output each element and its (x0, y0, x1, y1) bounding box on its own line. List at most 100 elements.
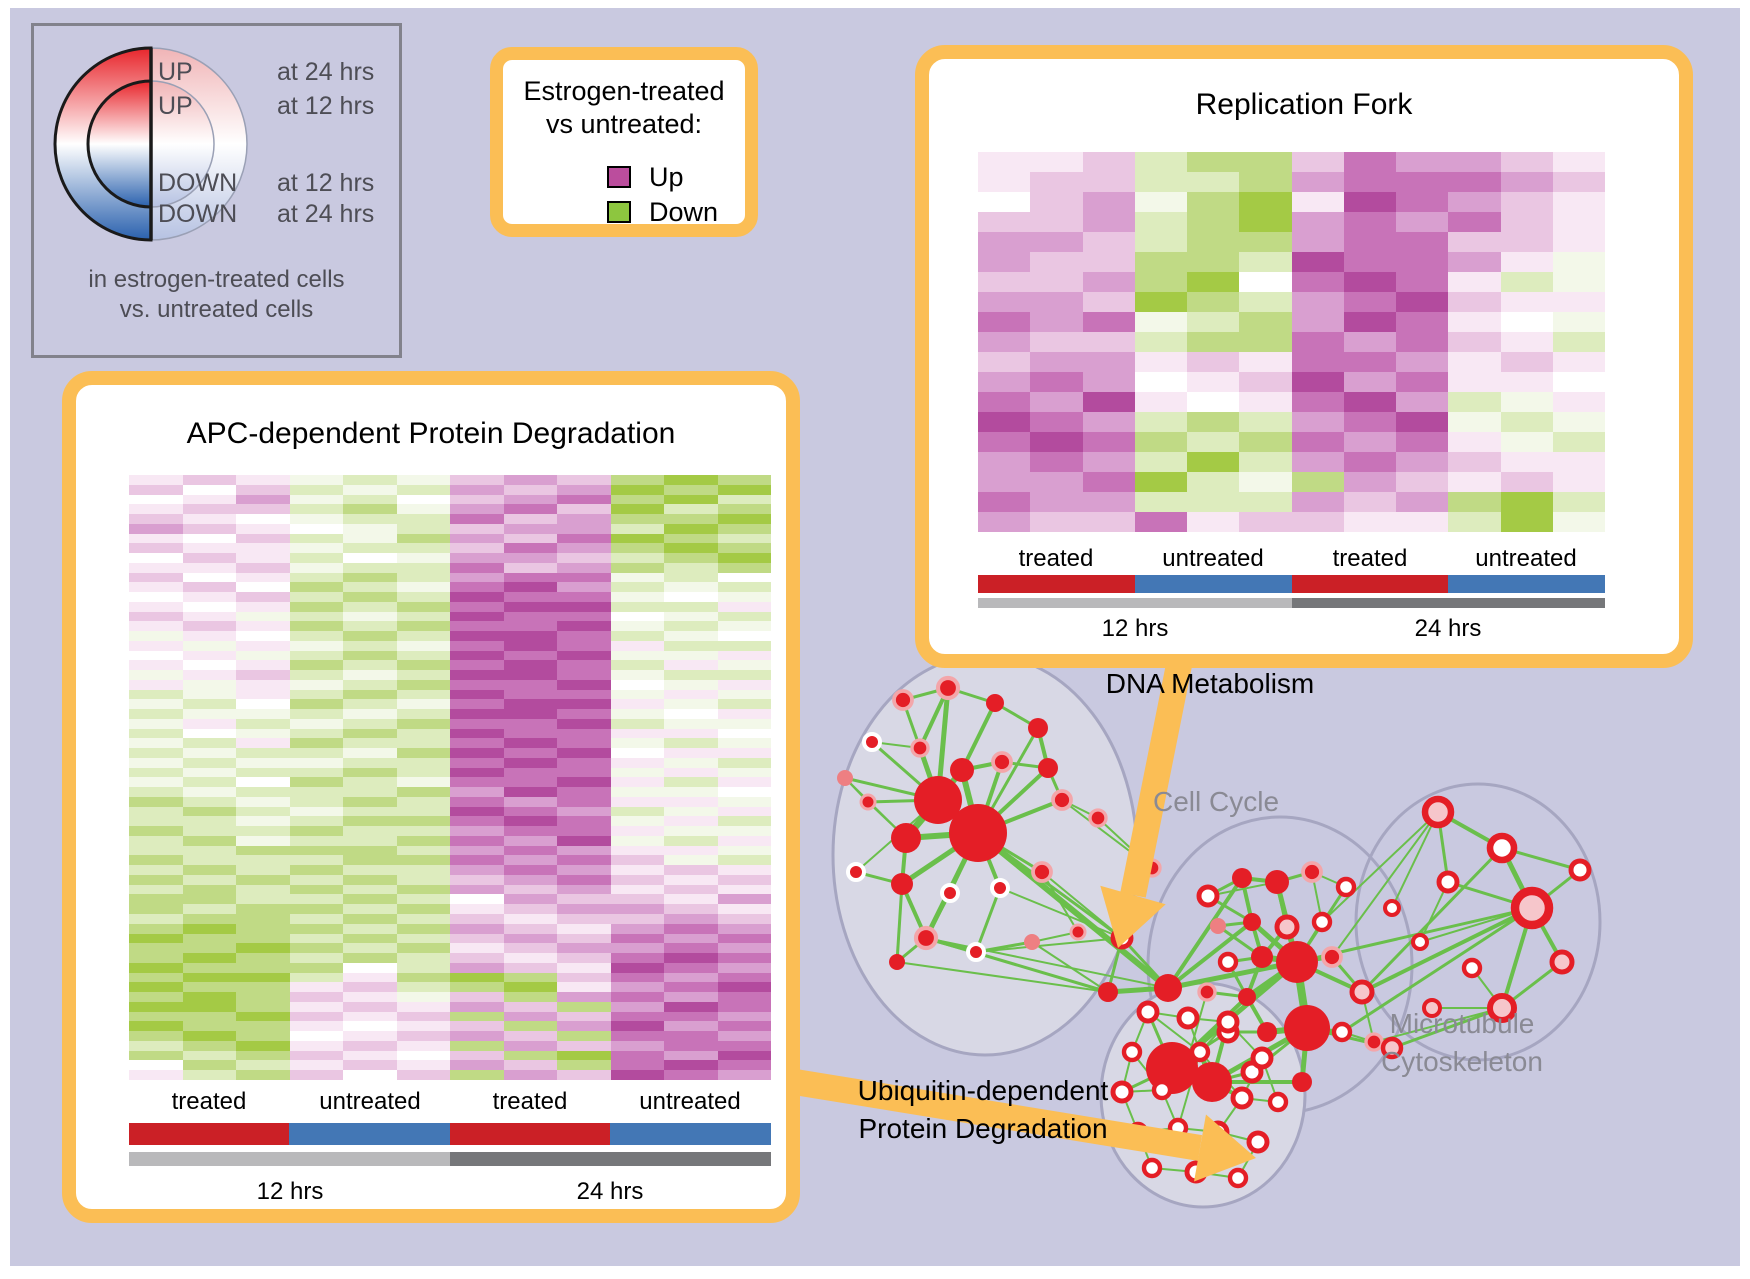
heatmap-cell (343, 874, 397, 885)
heatmap-cell (289, 992, 343, 1002)
heatmap-cell (236, 504, 290, 514)
heatmap-cell (717, 504, 771, 514)
heatmap-cell (1343, 332, 1396, 352)
heatmap-cell (664, 679, 718, 690)
heatmap-cell (396, 835, 450, 846)
heatmap-cell (610, 601, 664, 612)
heatmap-cell (343, 621, 397, 631)
heatmap-cell (396, 913, 450, 924)
heatmap-cell (396, 670, 450, 680)
heatmap-cell (182, 1001, 236, 1012)
heatmap-cell (343, 894, 397, 905)
apc-group-label-untreated-24: untreated (639, 1088, 741, 1115)
heatmap-cell (557, 543, 611, 553)
heatmap-cell (557, 913, 611, 924)
rf-12hrs-label: 12 hrs (1101, 615, 1169, 642)
heatmap-cell (396, 611, 450, 622)
heatmap-cell (182, 923, 236, 934)
network-edge (1031, 941, 1109, 993)
heatmap-cell (557, 933, 611, 944)
heatmap-cell (129, 631, 183, 641)
heatmap-cell (450, 796, 504, 807)
heatmap-cell (236, 640, 290, 651)
heatmap-cell (236, 621, 290, 631)
heatmap-cell (129, 679, 183, 690)
heatmap-cell (557, 1001, 611, 1012)
network-node (1383, 899, 1401, 917)
heatmap-cell (289, 933, 343, 944)
heatmap-cell (1187, 492, 1240, 512)
heatmap-cell (236, 670, 290, 680)
heatmap-cell (182, 865, 236, 875)
heatmap-cell (978, 252, 1031, 272)
heatmap-cell (396, 757, 450, 768)
heatmap-cell (1187, 212, 1240, 232)
heatmap-cell (557, 728, 611, 739)
heatmap-cell (557, 601, 611, 612)
heatmap-cell (503, 796, 557, 807)
heatmap-cell (717, 660, 771, 670)
heatmap-cell (289, 923, 343, 934)
heatmap-cell (1291, 492, 1344, 512)
heatmap-cell (664, 728, 718, 739)
heatmap-cell (1239, 152, 1292, 172)
heatmap-cell (1030, 372, 1083, 392)
heatmap-cell (182, 504, 236, 514)
heatmap-cell (289, 660, 343, 670)
heatmap-cell (557, 709, 611, 719)
network-node (1088, 808, 1108, 828)
heatmap-cell (664, 611, 718, 622)
heatmap-cell (396, 689, 450, 700)
heatmap-cell (557, 953, 611, 963)
network-node (1380, 1036, 1404, 1060)
heatmap-cell (450, 1050, 504, 1061)
heatmap-cell (343, 660, 397, 670)
heatmap-cell (1291, 432, 1344, 452)
heatmap-cell (1239, 392, 1292, 412)
heatmap-cell (1448, 232, 1501, 252)
heatmap-cell (129, 475, 183, 485)
heatmap-cell (1134, 272, 1187, 292)
circle-legend-box: UP at 24 hrs UP at 12 hrs DOWN at 12 hrs… (31, 23, 402, 358)
heatmap-cell (182, 1070, 236, 1080)
heatmap-cell (503, 1060, 557, 1071)
heatmap-cell (557, 650, 611, 661)
network-node (1189, 1041, 1211, 1063)
heatmap-cell (236, 777, 290, 788)
heatmap-cell (1343, 492, 1396, 512)
heatmap-cell (289, 523, 343, 534)
heatmap-cell (664, 904, 718, 914)
network-node (1230, 1086, 1254, 1110)
heatmap-cell (289, 787, 343, 797)
heatmap-cell (610, 728, 664, 739)
heatmap-cell (182, 699, 236, 709)
heatmap-cell (503, 523, 557, 534)
heatmap-cell (343, 904, 397, 914)
heatmap-cell (236, 806, 290, 817)
heatmap-cell (557, 1040, 611, 1051)
heatmap-cell (664, 484, 718, 495)
heatmap-cell (129, 601, 183, 612)
heatmap-cell (450, 631, 504, 641)
network-edge (999, 887, 1123, 939)
heatmap-cell (610, 582, 664, 592)
heatmap-cell (664, 1011, 718, 1022)
heatmap-cell (1448, 172, 1501, 192)
heatmap-cell (664, 504, 718, 514)
heatmap-cell (503, 475, 557, 485)
network-node (1051, 789, 1073, 811)
heatmap-cell (236, 992, 290, 1002)
heatmap-cell (1082, 272, 1135, 292)
heatmap-cell (182, 631, 236, 641)
heatmap-cell (1552, 432, 1605, 452)
network-node (1461, 957, 1483, 979)
heatmap-cell (717, 962, 771, 973)
heatmap-cell (557, 1011, 611, 1022)
heatmap-cell (129, 650, 183, 661)
heatmap-cell (557, 992, 611, 1002)
heatmap-cell (129, 533, 183, 544)
heatmap-cell (503, 611, 557, 622)
heatmap-cell (343, 933, 397, 944)
heatmap-cell (1082, 252, 1135, 272)
apc-treated-bar-24 (450, 1123, 610, 1145)
